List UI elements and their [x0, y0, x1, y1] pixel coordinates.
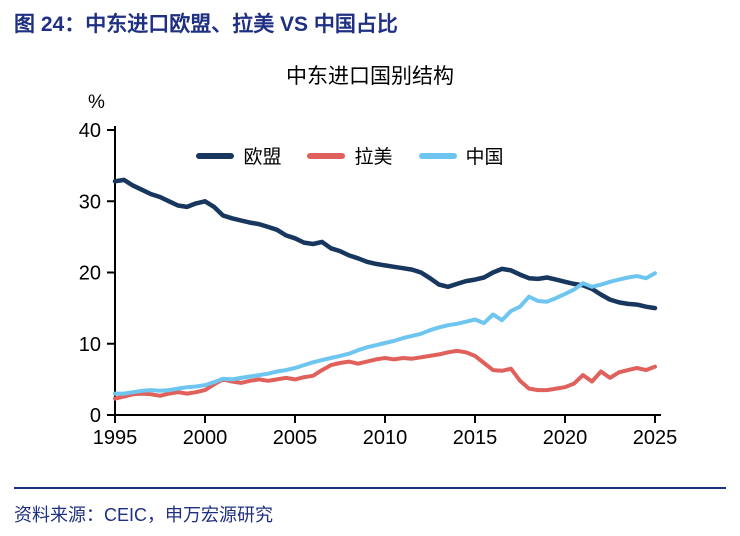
legend-label-latam: 拉美	[354, 147, 393, 168]
legend-item-latam: 拉美	[307, 142, 393, 169]
svg-text:30: 30	[79, 191, 101, 213]
china-line-swatch	[418, 152, 457, 159]
chart-title: 中东进口国别结构	[286, 65, 454, 88]
legend-label-china: 中国	[465, 147, 504, 168]
svg-text:1995: 1995	[93, 427, 138, 449]
svg-text:2025: 2025	[633, 427, 678, 449]
legend-item-china: 中国	[418, 142, 504, 169]
latam-line-swatch	[307, 152, 346, 159]
eu-line-swatch	[196, 152, 235, 159]
footer-divider	[14, 487, 726, 489]
svg-text:2020: 2020	[543, 427, 588, 449]
y-axis-unit-label: %	[88, 92, 105, 113]
legend-item-eu: 欧盟	[196, 142, 281, 169]
svg-text:10: 10	[79, 334, 101, 356]
legend-label-eu: 欧盟	[243, 147, 282, 168]
svg-text:2010: 2010	[363, 427, 408, 449]
svg-text:20: 20	[79, 263, 101, 285]
chart-legend: 欧盟 拉美 中国	[80, 142, 620, 169]
source-note: 资料来源：CEIC，申万宏源研究	[14, 505, 274, 525]
figure-title: 图 24：中东进口欧盟、拉美 VS 中国占比	[14, 13, 398, 36]
svg-text:0: 0	[90, 405, 101, 427]
svg-text:2005: 2005	[273, 427, 318, 449]
svg-text:2000: 2000	[183, 427, 228, 449]
svg-text:2015: 2015	[453, 427, 498, 449]
svg-text:40: 40	[79, 120, 101, 142]
